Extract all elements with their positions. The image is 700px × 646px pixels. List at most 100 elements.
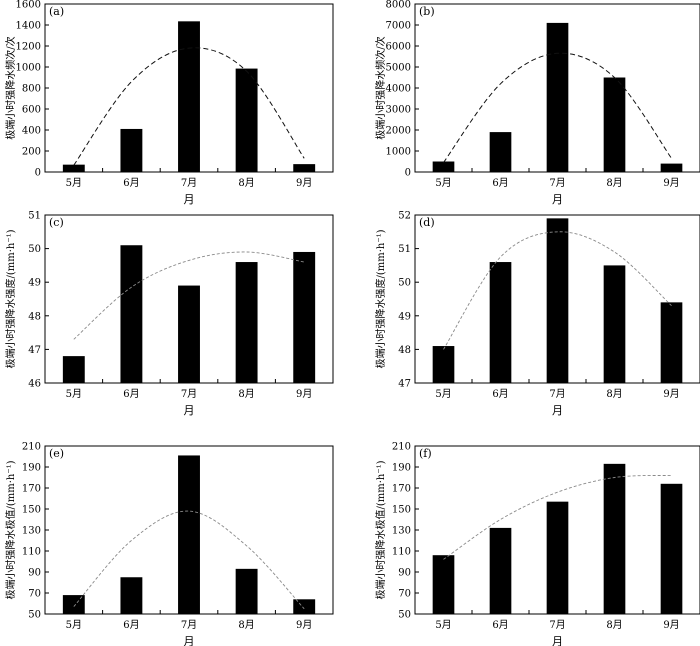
- y-tick-label: 5000: [386, 63, 411, 74]
- x-tick-label: 5月: [435, 619, 451, 631]
- y-tick-label: 4000: [386, 84, 411, 95]
- y-tick-label: 130: [392, 526, 411, 537]
- y-tick-label: 46: [28, 379, 41, 390]
- chart-panel-b: 0 1000 2000 3000 4000 5000 6000 7000 8000 5月 6月 7月 8…: [374, 0, 700, 206]
- y-axis-label: 极端小时强降水极值/(mm·h⁻¹): [4, 460, 17, 599]
- bar: [293, 251, 316, 383]
- y-tick-label: 70: [398, 589, 411, 600]
- y-tick-label: 210: [22, 442, 41, 453]
- bar: [178, 21, 200, 172]
- y-axis-label: 极端小时强降水极值/(mm·h⁻¹): [374, 460, 387, 599]
- y-tick-label: 47: [398, 379, 411, 390]
- x-tick-label: 8月: [238, 388, 254, 400]
- y-tick-label: 170: [392, 484, 411, 495]
- y-tick-label: 90: [398, 568, 411, 579]
- y-tick-label: 1200: [16, 42, 41, 53]
- bar: [62, 595, 85, 614]
- panel-label: (c): [49, 216, 64, 229]
- y-tick-label: 1000: [16, 63, 41, 74]
- trend-line: [443, 474, 672, 560]
- y-tick-label: 210: [392, 442, 411, 453]
- bar: [660, 483, 683, 614]
- y-axis-label: 极端小时强降水频次/次: [374, 36, 387, 139]
- x-axis-label: 月: [184, 635, 195, 646]
- bar: [62, 164, 85, 172]
- chart-panel-a: 0 200 400 600 800 1000 1200 1400 1600 5月 6月 7月 8月 9月月…: [4, 0, 334, 206]
- trend-line: [73, 251, 305, 340]
- bar: [432, 346, 455, 383]
- y-tick-label: 49: [398, 311, 411, 322]
- bar: [293, 599, 316, 614]
- x-tick-label: 6月: [492, 177, 508, 189]
- bar: [603, 463, 626, 614]
- bar: [178, 285, 200, 383]
- x-tick-label: 6月: [492, 388, 508, 400]
- plot-frame: [414, 214, 700, 384]
- y-tick-label: 110: [22, 547, 41, 558]
- panel-label: (f): [419, 447, 432, 460]
- x-tick-label: 6月: [492, 619, 508, 631]
- y-tick-label: 50: [28, 610, 41, 621]
- plot-frame: [44, 214, 334, 384]
- x-tick-label: 7月: [549, 177, 565, 189]
- bar: [235, 68, 258, 172]
- y-axis-label: 极端小时强降水强度/(mm·h⁻¹): [4, 229, 17, 368]
- y-tick-label: 6000: [386, 42, 411, 53]
- x-tick-label: 6月: [123, 619, 139, 631]
- x-axis-label: 月: [184, 404, 195, 417]
- x-tick-label: 6月: [123, 388, 139, 400]
- x-tick-label: 9月: [663, 619, 679, 631]
- y-axis-label: 极端小时强降水频次/次: [4, 36, 17, 139]
- x-tick-label: 6月: [123, 177, 139, 189]
- y-tick-label: 2000: [386, 126, 411, 137]
- y-tick-label: 600: [22, 105, 41, 116]
- x-tick-label: 8月: [238, 177, 254, 189]
- y-tick-label: 400: [22, 126, 41, 137]
- y-tick-label: 70: [28, 589, 41, 600]
- bar: [235, 262, 258, 383]
- x-tick-label: 9月: [663, 177, 679, 189]
- trend-line: [73, 47, 305, 166]
- x-axis-label: 月: [552, 193, 563, 206]
- bar: [62, 356, 85, 383]
- trend-line: [443, 231, 672, 350]
- trend-line: [443, 52, 672, 163]
- y-tick-label: 3000: [386, 105, 411, 116]
- bar: [293, 164, 316, 173]
- bar: [178, 455, 200, 614]
- chart-panel-f: 50 70 90 110 130 150 170 190 210 5月 6月 7月 8月 9月月 极端小时强…: [374, 442, 700, 646]
- bar: [120, 245, 143, 383]
- x-tick-label: 8月: [606, 619, 622, 631]
- panel-label: (e): [49, 447, 64, 460]
- bar: [489, 262, 512, 383]
- y-tick-label: 190: [392, 463, 411, 474]
- bar: [235, 568, 258, 614]
- x-tick-label: 8月: [238, 619, 254, 631]
- y-tick-label: 51: [28, 211, 41, 222]
- y-tick-label: 0: [35, 168, 41, 179]
- panel-label: (a): [49, 5, 64, 18]
- y-tick-label: 50: [398, 610, 411, 621]
- y-tick-label: 110: [392, 547, 411, 558]
- y-tick-label: 49: [28, 278, 41, 289]
- x-tick-label: 7月: [549, 619, 565, 631]
- y-tick-label: 150: [22, 505, 41, 516]
- bar: [660, 163, 683, 172]
- y-tick-label: 170: [22, 484, 41, 495]
- y-tick-label: 8000: [386, 0, 411, 11]
- x-tick-label: 7月: [181, 388, 197, 400]
- y-tick-label: 800: [22, 84, 41, 95]
- y-axis-label: 极端小时强降水强度/(mm·h⁻¹): [374, 229, 387, 368]
- chart-panel-d: 47 48 49 50 51 52 5月 6月 7月 8月 9月月 极端小时强降水强度/(mm·h⁻¹…: [374, 211, 700, 417]
- bar: [603, 77, 626, 172]
- y-tick-label: 150: [392, 505, 411, 516]
- y-tick-label: 190: [22, 463, 41, 474]
- bar: [120, 128, 143, 172]
- chart-panel-c: 46 47 48 49 50 51 5月 6月 7月 8月 9月月 极端小时强降水强度/(mm·h⁻¹…: [4, 211, 334, 417]
- x-tick-label: 9月: [663, 388, 679, 400]
- x-tick-label: 8月: [606, 177, 622, 189]
- chart-panel-e: 50 70 90 110 130 150 170 190 210 5月 6月 7月 8月 9月月 极端小时强…: [4, 442, 334, 646]
- bar: [432, 161, 455, 172]
- bar: [432, 555, 455, 614]
